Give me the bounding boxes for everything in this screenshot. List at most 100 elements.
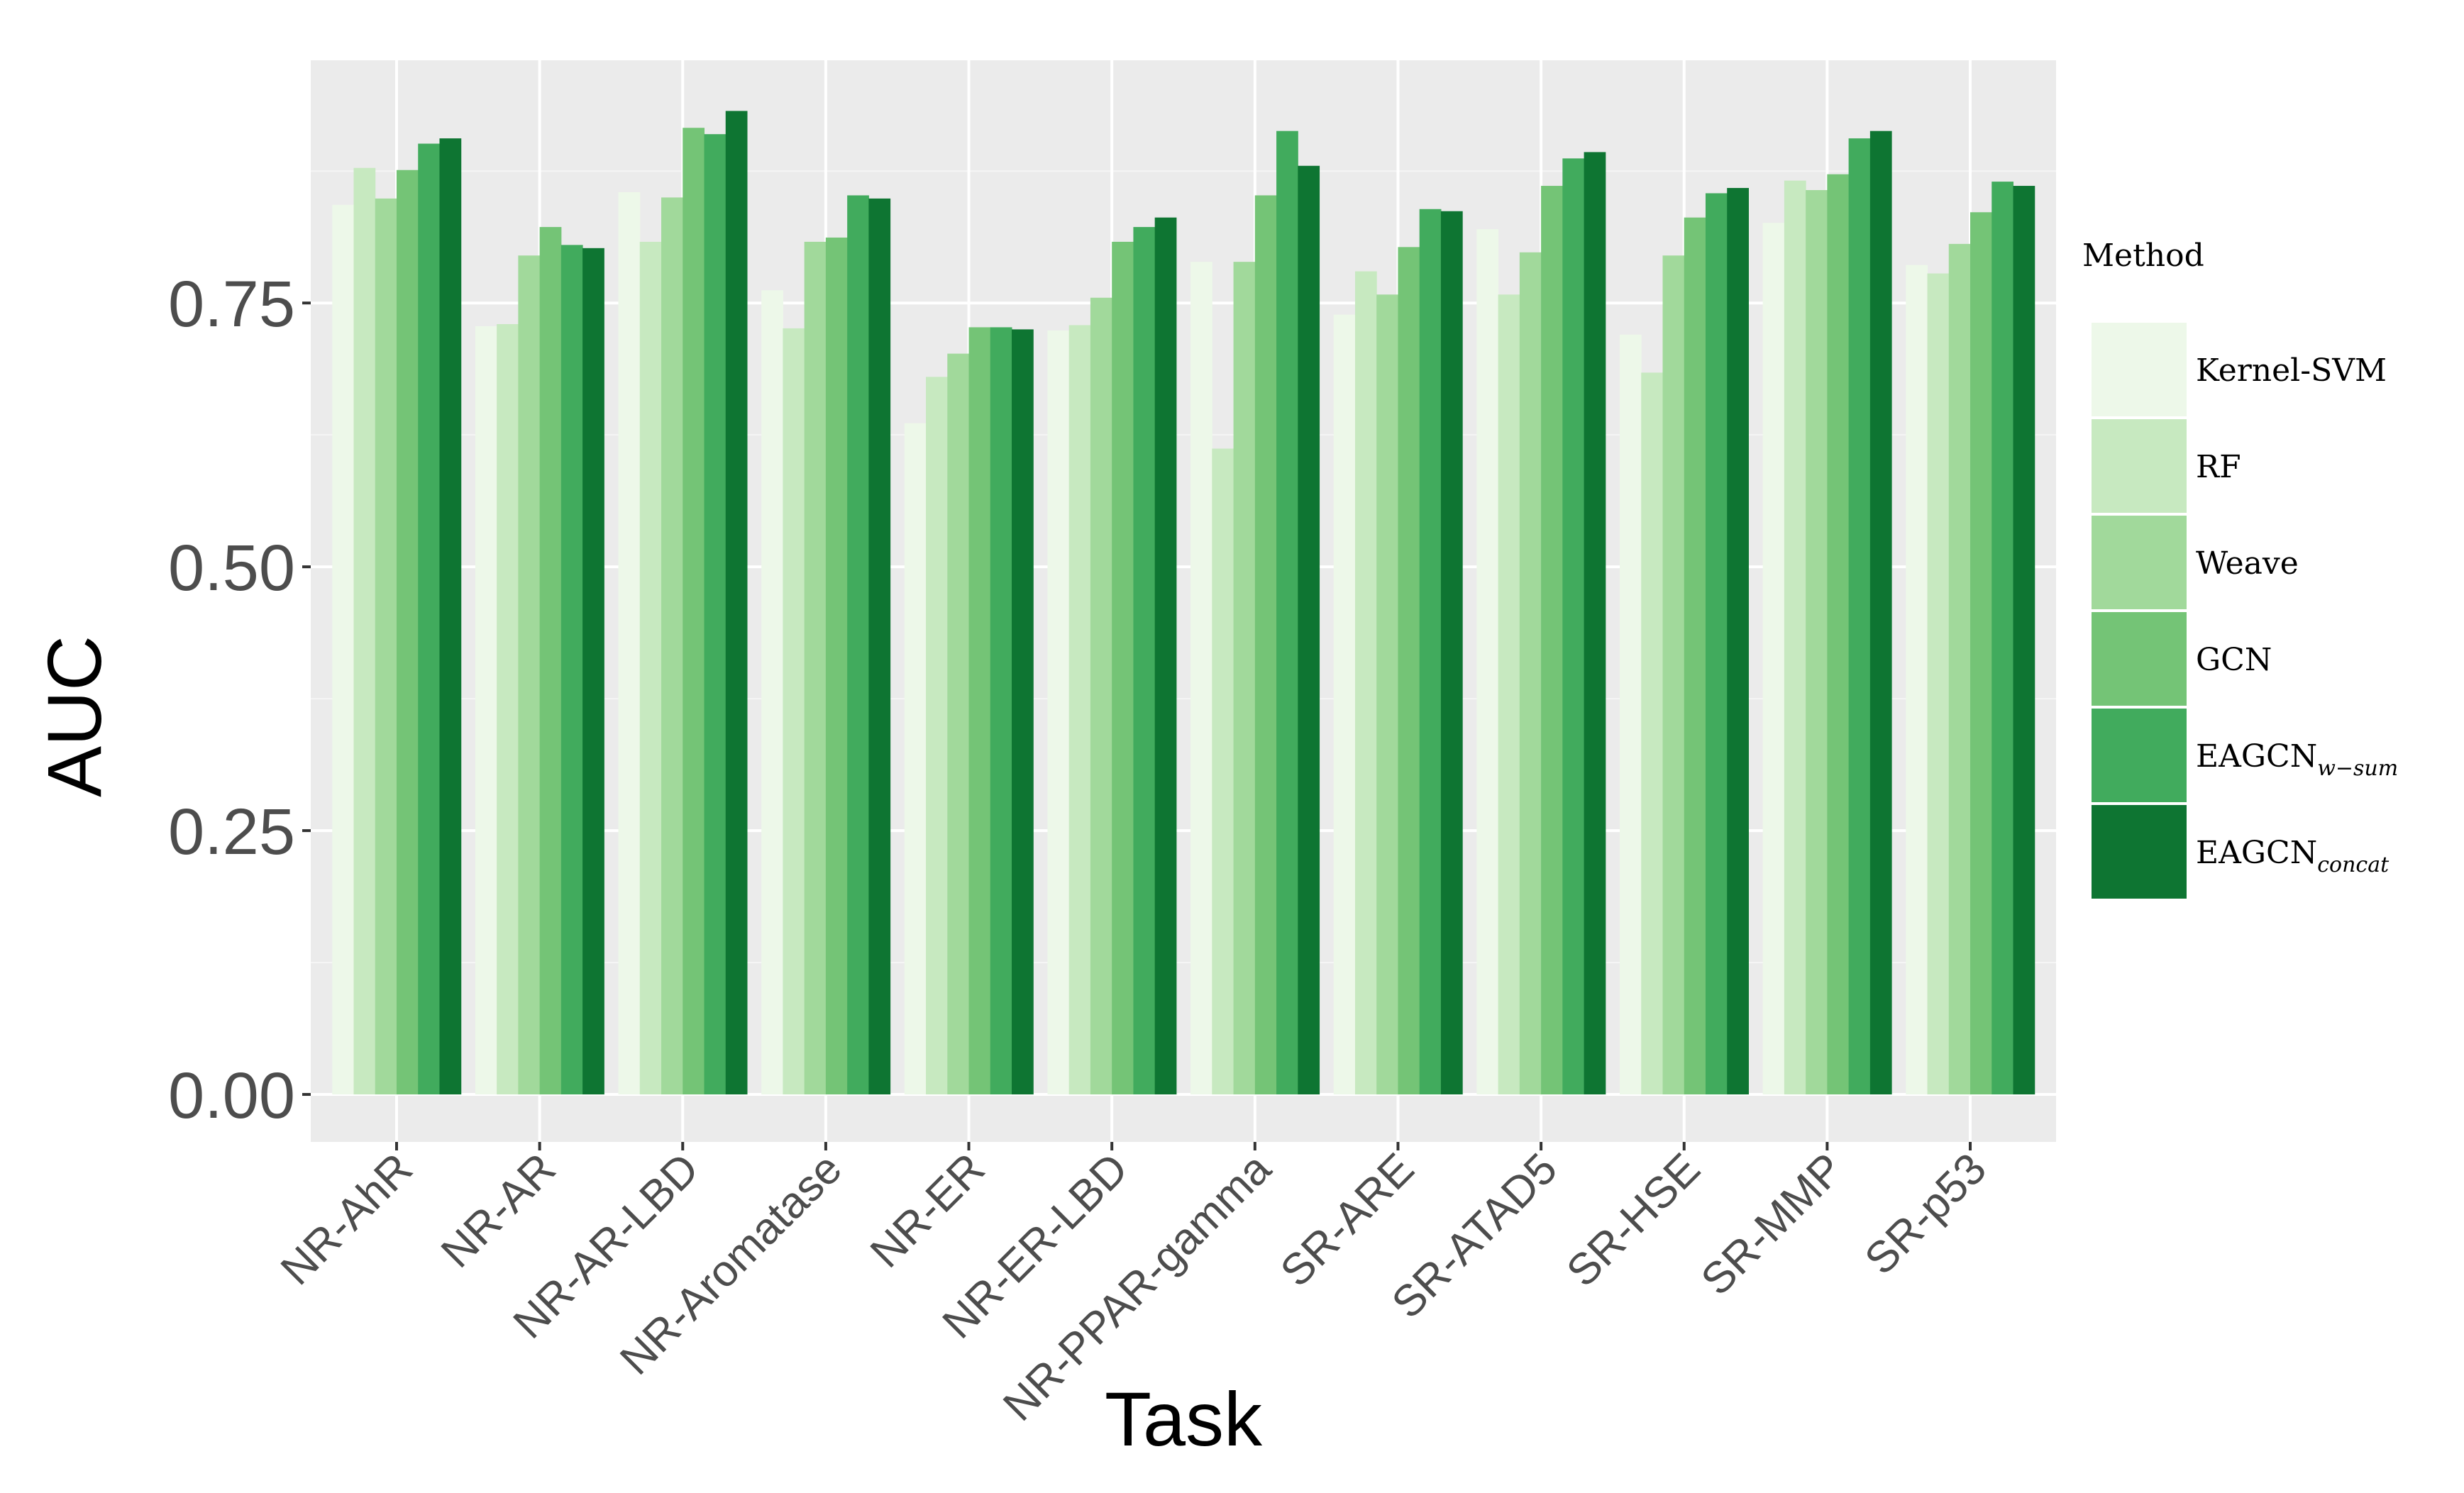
y-tick-label: 0.50 xyxy=(168,532,295,604)
bar xyxy=(332,204,354,1095)
legend-key xyxy=(2092,516,2187,609)
bar xyxy=(1112,241,1134,1095)
legend-key xyxy=(2092,805,2187,899)
bar xyxy=(1419,209,1442,1095)
bar xyxy=(1090,297,1112,1095)
bar xyxy=(1620,334,1642,1095)
legend-title: Method xyxy=(2082,238,2204,274)
x-tick-label: NR-ER xyxy=(861,1144,995,1277)
bar xyxy=(1133,227,1156,1095)
y-tick-label: 0.00 xyxy=(168,1060,295,1132)
bar xyxy=(1254,195,1277,1095)
bar xyxy=(418,143,440,1095)
legend-key xyxy=(2092,323,2187,416)
bar xyxy=(518,255,541,1095)
bar xyxy=(1562,158,1585,1095)
legend-label: Weave xyxy=(2196,545,2299,582)
bar xyxy=(1498,294,1520,1095)
bar xyxy=(1541,186,1563,1095)
bar xyxy=(1212,448,1234,1095)
bar xyxy=(1068,325,1091,1095)
bar xyxy=(1154,217,1177,1095)
bar xyxy=(1684,217,1706,1095)
bar xyxy=(439,138,462,1095)
bar xyxy=(704,134,727,1095)
bar xyxy=(1398,247,1420,1095)
x-tick-label: SR-p53 xyxy=(1855,1144,1995,1284)
x-tick-label: SR-MMP xyxy=(1692,1144,1853,1305)
bar xyxy=(1376,294,1398,1095)
bar xyxy=(1869,131,1892,1095)
bar xyxy=(1927,273,1950,1095)
legend-key xyxy=(2092,419,2187,513)
bar xyxy=(1298,165,1320,1095)
x-tick-label: SR-HSE xyxy=(1557,1144,1709,1296)
bar xyxy=(1333,314,1356,1095)
bar xyxy=(847,195,869,1095)
bar xyxy=(1012,329,1034,1095)
bar xyxy=(1584,152,1606,1095)
y-tick-label: 0.75 xyxy=(168,268,295,340)
bar xyxy=(1991,182,2014,1095)
bar xyxy=(904,423,927,1095)
bar xyxy=(1440,211,1463,1095)
legend-label: Kernel-SVM xyxy=(2196,353,2387,389)
bar xyxy=(804,241,827,1095)
bar xyxy=(1047,330,1070,1095)
bar xyxy=(868,198,891,1095)
bar xyxy=(1354,271,1377,1095)
y-axis: 0.00 0.25 0.50 0.75 xyxy=(168,268,311,1132)
bar xyxy=(2013,186,2035,1095)
legend-label: EAGCNw−sum xyxy=(2196,738,2398,781)
bar xyxy=(990,327,1012,1095)
bar xyxy=(1906,265,1928,1095)
legend-label: GCN xyxy=(2196,642,2272,678)
y-tick-label: 0.25 xyxy=(168,796,295,868)
bar xyxy=(497,323,519,1095)
bar xyxy=(1641,372,1663,1095)
bar xyxy=(1784,180,1806,1095)
bar xyxy=(661,197,683,1095)
bar xyxy=(560,245,583,1095)
bar xyxy=(783,328,805,1095)
bar xyxy=(926,377,948,1095)
bar xyxy=(1848,138,1871,1095)
bars xyxy=(332,111,2035,1095)
bar xyxy=(582,248,604,1095)
bar xyxy=(1948,243,1971,1095)
legend-key xyxy=(2092,612,2187,706)
bar xyxy=(1276,131,1298,1095)
x-tick-label: SR-ARE xyxy=(1271,1144,1423,1296)
bar xyxy=(1970,212,1992,1095)
legend-key xyxy=(2092,709,2187,802)
bar xyxy=(475,326,497,1095)
bar xyxy=(375,198,397,1095)
bar xyxy=(947,353,970,1095)
x-tick-label: NR-AhR xyxy=(272,1144,422,1294)
bar xyxy=(683,128,705,1095)
bar xyxy=(1762,223,1785,1095)
bar xyxy=(618,192,641,1095)
bar xyxy=(1705,193,1728,1095)
x-tick-label: NR-AR xyxy=(432,1144,565,1277)
bar xyxy=(1727,188,1749,1095)
bar xyxy=(825,237,848,1095)
bar xyxy=(539,227,562,1095)
x-axis-title: Task xyxy=(1105,1376,1263,1462)
bar xyxy=(1519,252,1542,1095)
bar xyxy=(761,290,783,1095)
bar xyxy=(1190,262,1212,1095)
legend-label: EAGCNconcat xyxy=(2196,835,2390,877)
legend: Method Kernel-SVM RF Weave GCN EAGCNw−sum EAG… xyxy=(2082,238,2398,899)
bar xyxy=(1806,190,1828,1095)
bar xyxy=(639,241,662,1095)
bar xyxy=(1476,229,1499,1095)
bar xyxy=(1827,174,1850,1095)
bar xyxy=(353,167,376,1095)
bar xyxy=(1662,255,1685,1095)
bar xyxy=(968,327,991,1095)
bar xyxy=(725,111,748,1095)
bar xyxy=(1233,262,1256,1095)
legend-label: RF xyxy=(2196,449,2241,485)
